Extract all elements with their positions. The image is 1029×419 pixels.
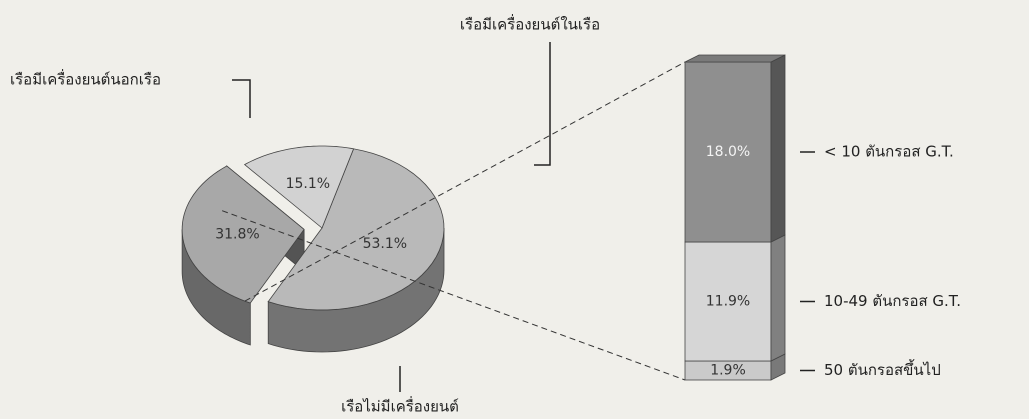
value-label: 18.0% <box>706 144 750 160</box>
bar-side <box>770 54 786 243</box>
value-label: 1.9% <box>710 363 746 379</box>
leader-line <box>232 79 251 118</box>
bar-side <box>770 234 786 362</box>
category-label: เรือมีเครื่องยนต์นอกเรือ <box>10 69 161 89</box>
connector <box>244 61 686 302</box>
breakdown-label: 10-49 ตันกรอส G.T. <box>824 292 961 310</box>
pie-slice <box>181 165 305 304</box>
breakdown-label: 50 ตันกรอสขึ้นไป <box>824 359 941 379</box>
pie-slice <box>267 148 445 311</box>
leader-line <box>534 42 551 166</box>
value-label: 11.9% <box>706 294 750 310</box>
pie-slice <box>243 145 355 229</box>
bar-segment <box>684 241 772 362</box>
bar-top <box>684 54 786 63</box>
value-label: 31.8% <box>215 227 259 243</box>
category-label: เรือไม่มีเครื่องยนต์ <box>341 396 459 416</box>
value-label: 15.1% <box>286 176 330 192</box>
breakdown-label: < 10 ตันกรอส G.T. <box>824 143 954 161</box>
connector <box>221 210 686 381</box>
value-label: 53.1% <box>363 236 407 252</box>
category-label: เรือมีเครื่องยนต์ในเรือ <box>460 14 600 34</box>
